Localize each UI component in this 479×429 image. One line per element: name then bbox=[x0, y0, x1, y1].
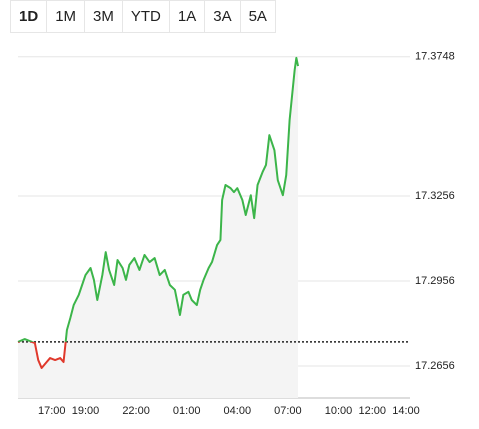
x-tick-label: 07:00 bbox=[274, 405, 302, 417]
x-tick-label: 17:00 bbox=[38, 405, 66, 417]
x-tick-label: 01:00 bbox=[173, 405, 201, 417]
y-tick-label: 17.3748 bbox=[415, 51, 455, 63]
price-line bbox=[17, 56, 300, 342]
x-tick-label: 14:00 bbox=[392, 405, 420, 417]
x-tick-label: 19:00 bbox=[72, 405, 100, 417]
x-tick-label: 12:00 bbox=[358, 405, 386, 417]
range-tabs: 1D 1M 3M YTD 1A 3A 5A bbox=[10, 0, 276, 33]
tab[interactable]: 3M bbox=[85, 0, 123, 33]
tab[interactable]: YTD bbox=[122, 0, 170, 33]
y-tick-label: 17.3256 bbox=[415, 190, 455, 202]
tab[interactable]: 1A bbox=[169, 0, 206, 33]
x-tick-label: 22:00 bbox=[122, 405, 150, 417]
x-tick-label: 10:00 bbox=[325, 405, 353, 417]
y-tick-label: 17.2956 bbox=[415, 275, 455, 287]
tab[interactable]: 5A bbox=[240, 0, 276, 33]
tab[interactable]: 1M bbox=[47, 0, 86, 33]
tab[interactable]: 1D bbox=[10, 0, 48, 33]
area bbox=[18, 57, 299, 398]
y-tick-label: 17.2656 bbox=[415, 360, 455, 372]
tab[interactable]: 3A bbox=[205, 0, 241, 33]
x-tick-label: 04:00 bbox=[224, 405, 252, 417]
